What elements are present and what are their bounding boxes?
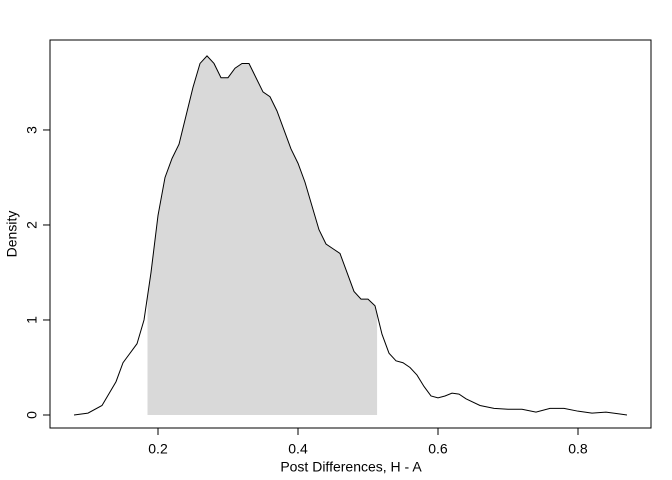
y-tick-label: 3 — [24, 126, 40, 134]
y-tick-label: 1 — [24, 316, 40, 324]
x-axis-title: Post Differences, H - A — [280, 459, 422, 475]
shaded-interval — [147, 55, 378, 415]
x-tick-label: 0.2 — [148, 441, 168, 457]
x-tick-label: 0.4 — [288, 441, 308, 457]
y-tick-label: 2 — [24, 221, 40, 229]
density-line — [73, 55, 628, 416]
x-tick-label: 0.8 — [568, 441, 588, 457]
y-tick-label: 0 — [24, 411, 40, 419]
x-tick-label: 0.6 — [428, 441, 448, 457]
y-axis-title: Density — [4, 211, 20, 258]
plot-frame — [49, 39, 652, 429]
